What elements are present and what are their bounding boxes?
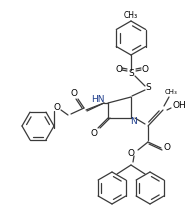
Text: O: O — [115, 65, 122, 74]
Text: O: O — [128, 149, 134, 158]
Text: O: O — [91, 130, 97, 139]
Text: O: O — [71, 90, 77, 99]
Text: O: O — [163, 143, 171, 152]
Text: HN: HN — [91, 95, 105, 103]
Text: OH: OH — [173, 101, 187, 109]
Text: O: O — [54, 103, 61, 112]
Text: S: S — [128, 69, 134, 78]
Text: CH₃: CH₃ — [165, 89, 177, 95]
Text: N: N — [131, 118, 137, 126]
Text: CH₃: CH₃ — [124, 11, 138, 19]
Text: S: S — [145, 84, 151, 93]
Text: O: O — [142, 65, 149, 74]
